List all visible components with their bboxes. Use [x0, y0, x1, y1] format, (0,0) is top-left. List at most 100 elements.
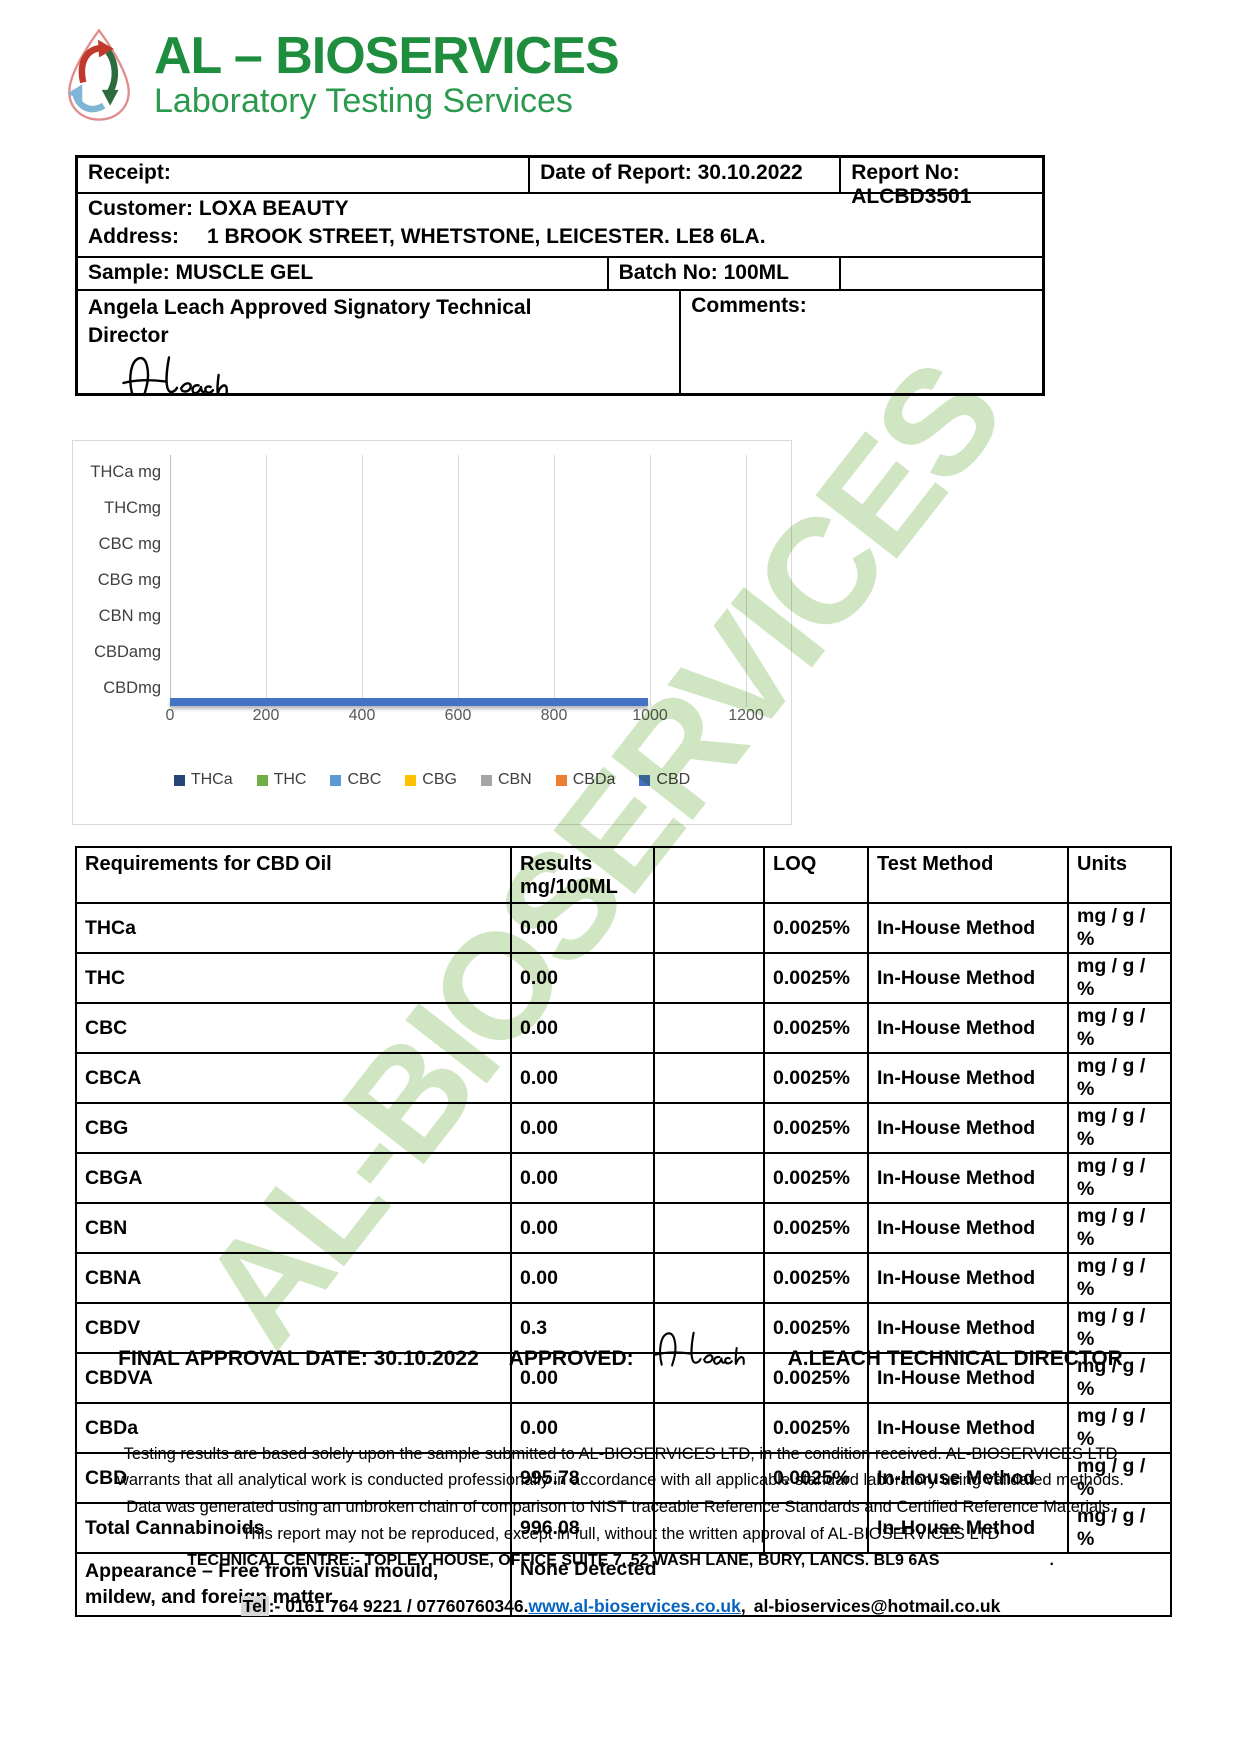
results-header-line2: mg/100ML: [520, 876, 618, 898]
results-table: Requirements for CBD Oil Results mg/100M…: [75, 846, 1172, 1617]
logo-text: AL – BIOSERVICES Laboratory Testing Serv…: [154, 26, 620, 120]
category-label: THCmg: [104, 499, 161, 517]
cell-method: In-House Method: [867, 1152, 1069, 1204]
results-table-body: THCa 0.00 0.0025% In-House Method mg / g / %…: [75, 902, 1172, 1617]
category-label: CBG mg: [97, 571, 161, 589]
cell-spacer: [653, 1152, 765, 1204]
legend-item-CBDa: CBDa: [555, 771, 616, 789]
cell-name: CBC: [75, 1002, 512, 1054]
legend-item-CBG: CBG: [405, 771, 457, 789]
legend-item-THCa: THCa: [173, 771, 233, 789]
cell-method: In-House Method: [867, 1052, 1069, 1104]
cell-loq: 0.0025%: [763, 1252, 869, 1304]
x-tick-label: 1200: [728, 707, 764, 724]
result-row-CBDa: CBDa 0.00 0.0025% In-House Method mg / g / %: [75, 1402, 1172, 1454]
cell-name: THC: [75, 952, 512, 1004]
cell-loq: 0.0025%: [763, 1402, 869, 1454]
cell-result: 0.00: [510, 1402, 655, 1454]
result-row-CBNA: CBNA 0.00 0.0025% In-House Method mg / g / %: [75, 1252, 1172, 1304]
result-row-CBG: CBG 0.00 0.0025% In-House Method mg / g / %: [75, 1102, 1172, 1154]
cell-method: In-House Method: [867, 1502, 1069, 1554]
cell-name: CBDV: [75, 1302, 512, 1354]
water-drop-recycle-icon: [67, 28, 130, 121]
legend-item-THC: THC: [256, 771, 306, 789]
cell-name: THCa: [75, 902, 512, 954]
cell-units: mg / g / %: [1067, 952, 1172, 1004]
x-tick-label: 400: [348, 707, 376, 724]
legend-label: CBD: [656, 771, 691, 788]
address-value: 1 BROOK STREET, WHETSTONE, LEICESTER. LE…: [207, 225, 766, 248]
logo-title: AL – BIOSERVICES: [154, 26, 620, 85]
cell-name: CBDa: [75, 1402, 512, 1454]
gridline-1000: [650, 455, 651, 707]
website-link[interactable]: www.al-bioservices.co.uk: [528, 1596, 741, 1616]
cell-result: 0.00: [510, 1252, 655, 1304]
gridline-0: [170, 455, 171, 707]
cell-method: In-House Method: [867, 1302, 1069, 1354]
col-loq: LOQ: [763, 846, 869, 904]
separator: ,: [740, 1596, 746, 1616]
tel-numbers: :- 0161 764 9221 / 07760760346.: [268, 1596, 529, 1616]
cell-loq: 0.0025%: [763, 1302, 869, 1354]
cell-name: CBD: [75, 1452, 512, 1504]
technical-centre-line: TECHNICAL CENTRE:- TOPLEY HOUSE, OFFICE …: [0, 1552, 1241, 1570]
cell-name: CBG: [75, 1102, 512, 1154]
cell-loq: 0.0025%: [763, 1452, 869, 1504]
cell-spacer: [653, 902, 765, 954]
cell-result: 0.00: [510, 1002, 655, 1054]
category-label: CBDmg: [103, 679, 161, 697]
final-approval-date: FINAL APPROVAL DATE: 30.10.2022: [118, 1347, 479, 1370]
cell-result: 0.00: [510, 1152, 655, 1204]
info-row-receipt: Receipt: Date of Report: 30.10.2022 Repo…: [78, 158, 1042, 208]
legend-label: CBG: [422, 771, 457, 788]
legend-label: CBDa: [572, 771, 616, 788]
legend-label: CBN: [497, 771, 532, 788]
cell-result: 995.78: [510, 1452, 655, 1504]
cell-result: 0.00: [510, 1202, 655, 1254]
legend-swatch-icon: [480, 774, 492, 786]
company-logo: AL – BIOSERVICES Laboratory Testing Serv…: [60, 24, 620, 126]
cell-units: mg / g / %: [1067, 1302, 1172, 1354]
approver-name: A.LEACH TECHNICAL DIRECTOR: [787, 1347, 1123, 1370]
contact-line: Tel:- 0161 764 9221 / 07760760346.www.al…: [0, 1596, 1241, 1617]
category-label: CBC mg: [98, 535, 161, 553]
cell-units: mg / g / %: [1067, 1102, 1172, 1154]
trailing-dot: .: [1049, 1552, 1054, 1569]
signatory-text: Angela Leach Approved Signatory Technica…: [88, 296, 532, 347]
cell-units: mg / g / %: [1067, 1502, 1172, 1554]
address-line: Address: 1 BROOK STREET, WHETSTONE, LEIC…: [88, 225, 1032, 249]
bar-CBDmg: [170, 698, 648, 706]
cell-spacer: [653, 1452, 765, 1504]
gridline-200: [266, 455, 267, 707]
tel-label: Tel: [240, 1596, 269, 1616]
technical-centre-text: TECHNICAL CENTRE:- TOPLEY HOUSE, OFFICE …: [187, 1552, 940, 1569]
cell-name: CBCA: [75, 1052, 512, 1104]
cell-units: mg / g / %: [1067, 1252, 1172, 1304]
result-row-Total Cannabinoids: Total Cannabinoids 996.08 In-House Method m…: [75, 1502, 1172, 1554]
cell-units: mg / g / %: [1067, 1452, 1172, 1504]
legend-swatch-icon: [173, 774, 185, 786]
cell-loq: 0.0025%: [763, 1002, 869, 1054]
col-spacer: [653, 846, 765, 904]
result-row-CBN: CBN 0.00 0.0025% In-House Method mg / g / %: [75, 1202, 1172, 1254]
cell-result: 0.3: [510, 1302, 655, 1354]
cell-units: mg / g / %: [1067, 1202, 1172, 1254]
legend-swatch-icon: [555, 774, 567, 786]
result-row-THCa: THCa 0.00 0.0025% In-House Method mg / g / %: [75, 902, 1172, 954]
cell-name: CBGA: [75, 1152, 512, 1204]
cell-units: mg / g / %: [1067, 1052, 1172, 1104]
col-results: Results mg/100ML: [510, 846, 655, 904]
cell-method: In-House Method: [867, 1102, 1069, 1154]
approval-signature-image: [652, 1326, 770, 1376]
result-row-CBD: CBD 995.78 0.0025% In-House Method mg / g / …: [75, 1452, 1172, 1504]
report-info-table: Receipt: Date of Report: 30.10.2022 Repo…: [75, 155, 1045, 397]
cell-spacer: [653, 1252, 765, 1304]
appearance-row: Appearance – Free from visual mould, mil…: [75, 1552, 1172, 1617]
chart-legend: THCa THC CBC CBG CBN CBDa CBD: [73, 771, 791, 789]
legend-item-CBN: CBN: [480, 771, 532, 789]
cell-result: 0.00: [510, 902, 655, 954]
result-row-CBDVA: CBDVA 0.00 0.0025% In-House Method mg / g / …: [75, 1352, 1172, 1404]
receipt-cell: Receipt:: [78, 158, 531, 192]
gridline-800: [554, 455, 555, 707]
legend-label: THCa: [190, 771, 233, 788]
